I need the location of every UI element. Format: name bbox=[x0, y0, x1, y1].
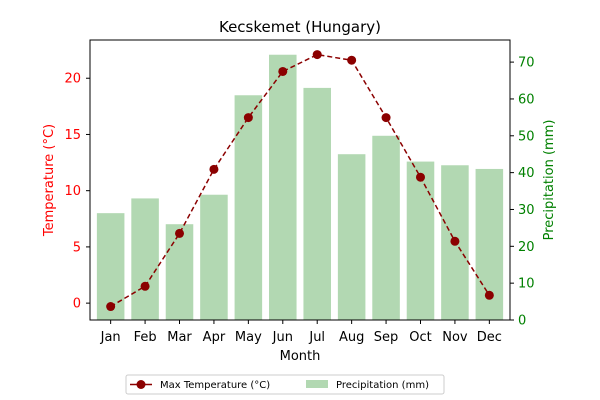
x-tick-label: Sep bbox=[374, 330, 399, 345]
temperature-point-feb bbox=[140, 281, 150, 291]
y-right-tick-label: 60 bbox=[518, 92, 535, 107]
y-right-tick-label: 30 bbox=[518, 203, 535, 218]
precipitation-bar-feb bbox=[131, 198, 159, 320]
y-axis-right-label: Precipitation (mm) bbox=[542, 120, 557, 241]
precipitation-bar-may bbox=[234, 95, 263, 321]
y-axis-left-label: Temperature (°C) bbox=[42, 124, 57, 237]
y-axis-right: 0 10 20 30 40 50 60 70 bbox=[510, 56, 535, 329]
y-axis-left: 0 5 10 15 20 bbox=[64, 72, 90, 312]
temperature-point-dec bbox=[484, 290, 494, 300]
x-tick-label: Aug bbox=[339, 330, 364, 345]
y-left-tick-label: 0 bbox=[73, 297, 81, 312]
temperature-point-jul bbox=[312, 50, 322, 60]
x-axis: Jan Feb Mar Apr May Jun Jul Aug Sep Oct Nov Dec bbox=[100, 320, 502, 345]
y-right-tick-label: 10 bbox=[518, 277, 535, 292]
temperature-point-mar bbox=[175, 228, 185, 238]
temperature-line bbox=[106, 50, 494, 312]
temperature-polyline bbox=[110, 53, 490, 308]
y-right-tick-label: 70 bbox=[518, 56, 535, 71]
temperature-point-jun bbox=[278, 66, 288, 76]
legend-line-marker bbox=[136, 380, 146, 389]
y-right-tick-label: 40 bbox=[518, 166, 535, 181]
y-left-tick-label: 20 bbox=[64, 72, 81, 87]
x-tick-label: Dec bbox=[477, 330, 502, 345]
temperature-point-nov bbox=[450, 236, 460, 246]
legend-bar-swatch bbox=[306, 380, 328, 388]
x-tick-label: Jan bbox=[100, 330, 121, 345]
temperature-point-apr bbox=[209, 164, 219, 174]
x-tick-label: Jul bbox=[308, 330, 325, 345]
y-left-tick-label: 10 bbox=[64, 184, 81, 199]
precipitation-bar-jun bbox=[269, 54, 297, 320]
x-tick-label: Oct bbox=[409, 330, 431, 345]
precipitation-bar-oct bbox=[406, 161, 435, 320]
y-right-tick-label: 50 bbox=[518, 129, 535, 144]
legend-precipitation-label: Precipitation (mm) bbox=[336, 380, 429, 391]
precipitation-bar-mar bbox=[165, 224, 194, 320]
precipitation-bar-apr bbox=[200, 194, 228, 320]
temperature-point-jan bbox=[106, 302, 116, 312]
x-axis-label: Month bbox=[280, 349, 321, 364]
x-tick-label: Apr bbox=[203, 330, 226, 345]
legend-temperature-label: Max Temperature (°C) bbox=[160, 380, 270, 391]
x-tick-label: Nov bbox=[442, 330, 468, 345]
y-right-tick-label: 20 bbox=[518, 240, 535, 255]
chart-title: Kecskemet (Hungary) bbox=[219, 18, 381, 36]
x-tick-label: Mar bbox=[167, 330, 192, 345]
temperature-point-aug bbox=[347, 55, 357, 65]
plot-frame bbox=[89, 39, 511, 321]
temperature-point-sep bbox=[381, 113, 391, 123]
precipitation-bars bbox=[96, 54, 504, 321]
legend: Max Temperature (°C) Precipitation (mm) bbox=[125, 374, 445, 395]
precipitation-bar-jul bbox=[303, 87, 331, 320]
y-right-tick-label: 0 bbox=[518, 314, 526, 329]
temperature-point-oct bbox=[415, 172, 425, 182]
x-tick-label: Jun bbox=[272, 330, 293, 345]
y-left-tick-label: 5 bbox=[73, 240, 81, 255]
precipitation-bar-aug bbox=[337, 154, 366, 320]
x-tick-label: Feb bbox=[134, 330, 157, 345]
y-left-tick-label: 15 bbox=[64, 128, 81, 143]
precipitation-bar-sep bbox=[372, 135, 400, 320]
legend-frame bbox=[125, 374, 445, 395]
temperature-point-may bbox=[243, 113, 253, 123]
x-tick-label: May bbox=[235, 330, 262, 345]
